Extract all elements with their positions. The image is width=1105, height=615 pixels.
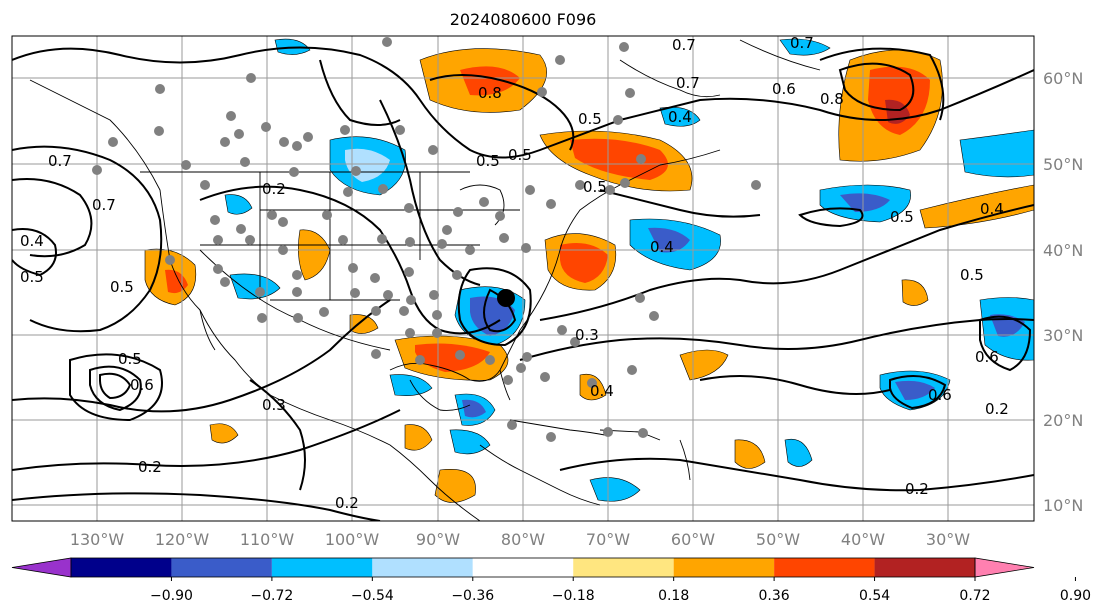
map-panel: 0.7 0.8 0.7 0.6 0.8 0.5 0.4 0.5 0.7 0.2 … [12,34,1034,521]
colorbar-segment [874,558,975,577]
contour-label: 0.6 [975,348,999,366]
contour-label: 0.7 [92,196,116,214]
contour-label: 0.6 [130,376,154,394]
map-frame [11,35,1035,522]
colorbar-segment [271,558,373,577]
contour-label: 0.6 [772,80,796,98]
colorbar-tick-label: −0.72 [250,588,293,604]
colorbar-tick-label: −0.36 [451,588,494,604]
longitude-labels: 130°W 120°W 110°W 100°W 90°W 80°W 70°W 6… [70,530,970,549]
contour-lines [12,46,1034,521]
colorbar-segment [673,558,775,577]
contour-label: 0.3 [262,396,286,414]
contour-label: 0.4 [668,108,692,126]
lat-label: 20°N [1043,411,1083,430]
contour-label: 0.7 [676,74,700,92]
colorbar-tick-label: 0.18 [658,588,689,604]
lat-label: 30°N [1043,326,1083,345]
lon-label: 130°W [70,530,125,549]
colorbar-tick-label: −0.90 [150,588,193,604]
map-title: 2024080600 F096 [450,10,597,29]
colorbar-tick-label: −0.18 [552,588,595,604]
contour-label: 0.5 [583,178,607,196]
colorbar-segment [71,558,172,577]
contour-label: 0.6 [928,386,952,404]
contour-label: 0.2 [905,480,929,498]
contour-label: 0.5 [508,146,532,164]
colorbar-extend-min [11,557,72,578]
contour-label: 0.8 [820,90,844,108]
contour-label: 0.5 [110,278,134,296]
colorbar [11,557,1035,578]
colorbar-tick-label: −0.54 [351,588,394,604]
colorbar-tick-labels: −0.90 −0.72 −0.54 −0.36 −0.18 0.18 0.36 0.54 0.7… [150,577,1091,604]
contour-label: 0.5 [890,208,914,226]
lon-label: 100°W [325,530,380,549]
contour-label: 0.5 [476,152,500,170]
lon-label: 90°W [416,530,460,549]
contour-label: 0.5 [960,266,984,284]
contour-label: 0.3 [575,326,599,344]
colorbar-tick-label: 0.36 [759,588,790,604]
lon-label: 70°W [586,530,630,549]
contour-label: 0.5 [118,350,142,368]
colorbar-segment [573,558,674,577]
colorbar-extend-max [974,557,1035,578]
contour-label: 0.8 [478,84,502,102]
graticule [12,36,1034,521]
colorbar-tick-label: 0.90 [1060,588,1091,604]
contour-value-labels: 0.7 0.8 0.7 0.6 0.8 0.5 0.4 0.5 0.7 0.2 … [20,34,1009,512]
positive-anomaly-shading [144,48,1034,503]
contour-label: 0.7 [790,34,814,52]
contour-label: 0.5 [578,110,602,128]
colorbar-segment [372,558,473,577]
contour-label: 0.2 [335,494,359,512]
latitude-labels: 60°N 50°N 40°N 30°N 20°N 10°N [1043,69,1083,515]
lon-label: 120°W [155,530,210,549]
lon-label: 80°W [501,530,545,549]
colorbar-segment [472,558,574,577]
lat-label: 60°N [1043,69,1083,88]
lon-label: 110°W [240,530,295,549]
contour-label: 0.2 [985,400,1009,418]
lat-label: 10°N [1043,496,1083,515]
lon-label: 30°W [926,530,970,549]
colorbar-tick-label: 0.54 [859,588,890,604]
contour-label: 0.4 [650,238,674,256]
contour-label: 0.7 [672,36,696,54]
lon-label: 50°W [756,530,800,549]
contour-label: 0.2 [262,180,286,198]
colorbar-frame [70,557,976,578]
lon-label: 40°W [841,530,885,549]
station-dots [92,37,761,442]
colorbar-segment [171,558,272,577]
contour-label: 0.2 [138,458,162,476]
contour-label: 0.4 [590,382,614,400]
contour-label: 0.4 [20,232,44,250]
contour-label: 0.5 [20,268,44,286]
contour-label: 0.4 [980,200,1004,218]
colorbar-segment [774,558,875,577]
colorbar-tick-label: 0.72 [959,588,990,604]
storm-center-marker [497,289,515,307]
lat-label: 50°N [1043,155,1083,174]
lat-label: 40°N [1043,241,1083,260]
lon-label: 60°W [671,530,715,549]
contour-label: 0.7 [48,152,72,170]
